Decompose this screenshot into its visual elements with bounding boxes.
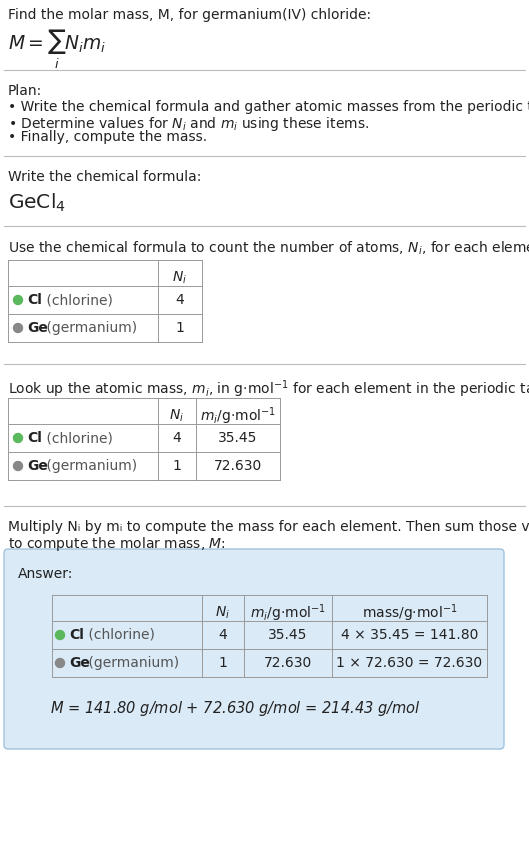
Circle shape xyxy=(14,295,23,305)
Text: Plan:: Plan: xyxy=(8,84,42,98)
Circle shape xyxy=(14,461,23,471)
Text: Look up the atomic mass, $m_i$, in g·mol$^{-1}$ for each element in the periodic: Look up the atomic mass, $m_i$, in g·mol… xyxy=(8,378,529,400)
Text: 4: 4 xyxy=(176,293,185,307)
Circle shape xyxy=(56,631,65,639)
Text: 72.630: 72.630 xyxy=(214,459,262,473)
Text: • Determine values for $N_i$ and $m_i$ using these items.: • Determine values for $N_i$ and $m_i$ u… xyxy=(8,115,369,133)
Text: Cl: Cl xyxy=(27,431,42,445)
Text: 4: 4 xyxy=(172,431,181,445)
Text: (chlorine): (chlorine) xyxy=(42,431,113,445)
Text: (germanium): (germanium) xyxy=(84,656,179,670)
Text: $M = \sum_i N_i m_i$: $M = \sum_i N_i m_i$ xyxy=(8,28,106,71)
Text: 4: 4 xyxy=(218,628,227,642)
Text: Ge: Ge xyxy=(27,321,48,335)
Text: (chlorine): (chlorine) xyxy=(84,628,155,642)
Text: Write the chemical formula:: Write the chemical formula: xyxy=(8,170,202,184)
Text: Ge: Ge xyxy=(27,459,48,473)
Text: Multiply Nᵢ by mᵢ to compute the mass for each element. Then sum those values: Multiply Nᵢ by mᵢ to compute the mass fo… xyxy=(8,520,529,534)
Text: Use the chemical formula to count the number of atoms, $N_i$, for each element:: Use the chemical formula to count the nu… xyxy=(8,240,529,258)
FancyBboxPatch shape xyxy=(4,549,504,749)
Circle shape xyxy=(56,658,65,668)
Text: • Finally, compute the mass.: • Finally, compute the mass. xyxy=(8,130,207,144)
Text: $N_i$: $N_i$ xyxy=(172,270,187,286)
Text: mass/g·mol$^{-1}$: mass/g·mol$^{-1}$ xyxy=(362,603,458,624)
Circle shape xyxy=(14,324,23,332)
Text: • Write the chemical formula and gather atomic masses from the periodic table.: • Write the chemical formula and gather … xyxy=(8,100,529,114)
Text: to compute the molar mass, $M$:: to compute the molar mass, $M$: xyxy=(8,535,226,553)
Text: 1 × 72.630 = 72.630: 1 × 72.630 = 72.630 xyxy=(336,656,482,670)
Text: Cl: Cl xyxy=(69,628,84,642)
Text: Ge: Ge xyxy=(69,656,90,670)
Text: $m_i$/g·mol$^{-1}$: $m_i$/g·mol$^{-1}$ xyxy=(200,405,276,427)
Text: (germanium): (germanium) xyxy=(42,459,137,473)
Text: Answer:: Answer: xyxy=(18,567,74,581)
Text: $\mathregular{GeCl}_4$: $\mathregular{GeCl}_4$ xyxy=(8,192,66,214)
Text: $N_i$: $N_i$ xyxy=(169,407,185,425)
Text: $N_i$: $N_i$ xyxy=(215,605,231,621)
Text: Cl: Cl xyxy=(27,293,42,307)
Text: 4 × 35.45 = 141.80: 4 × 35.45 = 141.80 xyxy=(341,628,478,642)
Text: 35.45: 35.45 xyxy=(268,628,308,642)
Text: $m_i$/g·mol$^{-1}$: $m_i$/g·mol$^{-1}$ xyxy=(250,603,326,624)
Text: 1: 1 xyxy=(218,656,227,670)
Text: $M$ = 141.80 g/mol + 72.630 g/mol = 214.43 g/mol: $M$ = 141.80 g/mol + 72.630 g/mol = 214.… xyxy=(50,699,421,718)
Text: 35.45: 35.45 xyxy=(218,431,258,445)
Text: (chlorine): (chlorine) xyxy=(42,293,113,307)
Text: (germanium): (germanium) xyxy=(42,321,137,335)
Text: Find the molar mass, M, for germanium(IV) chloride:: Find the molar mass, M, for germanium(IV… xyxy=(8,8,371,22)
Circle shape xyxy=(14,433,23,443)
Text: 1: 1 xyxy=(172,459,181,473)
Text: 72.630: 72.630 xyxy=(264,656,312,670)
Text: 1: 1 xyxy=(176,321,185,335)
